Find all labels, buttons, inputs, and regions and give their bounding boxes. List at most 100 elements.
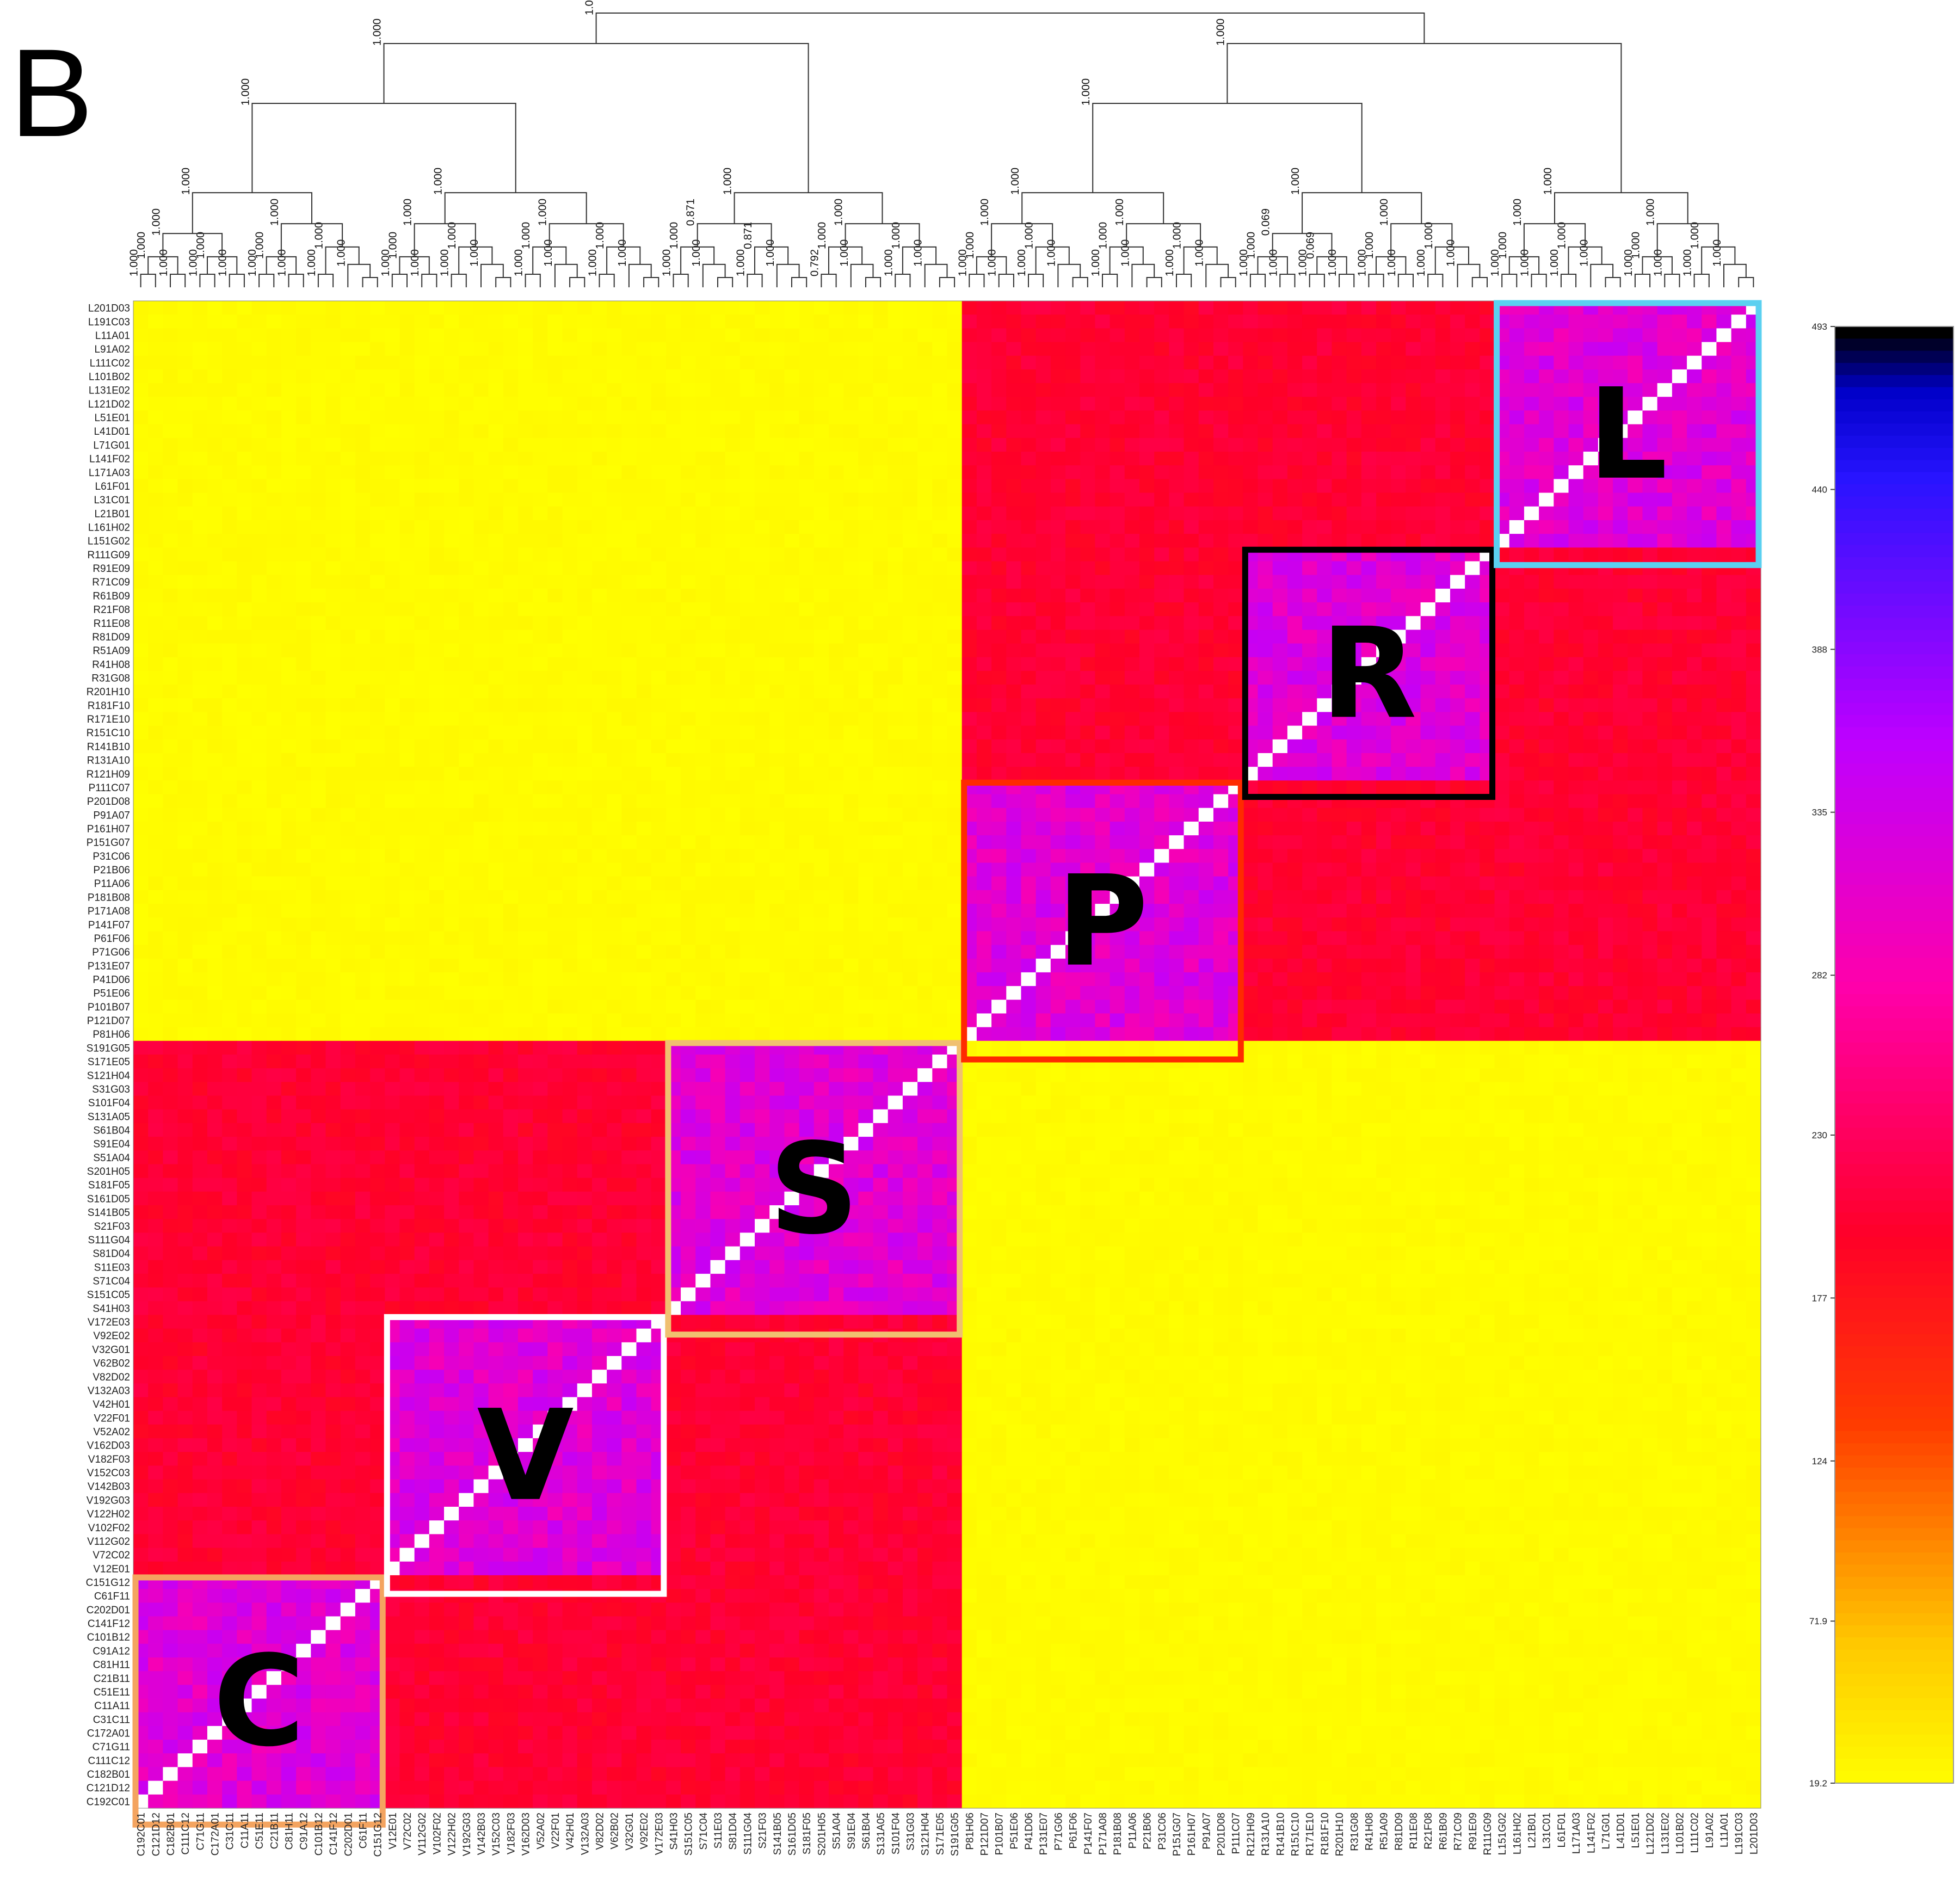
heatmap-cell (1524, 575, 1539, 589)
heatmap-cell (1509, 821, 1525, 836)
heatmap-cell (1036, 835, 1051, 849)
heatmap-cell (1110, 315, 1125, 329)
heatmap-cell (385, 862, 400, 877)
heatmap-cell (917, 397, 933, 411)
heatmap-cell (1716, 520, 1732, 534)
heatmap-cell (665, 452, 681, 466)
heatmap-cell (473, 479, 489, 494)
heatmap-cell (1139, 410, 1155, 425)
heatmap-cell (148, 630, 163, 644)
heatmap-cell (813, 452, 829, 466)
heatmap-cell (1568, 520, 1584, 534)
heatmap-cell (1080, 616, 1096, 630)
heatmap-cell (148, 794, 163, 809)
heatmap-cell (873, 849, 889, 864)
heatmap-cell (739, 739, 755, 754)
heatmap-cell (1213, 753, 1229, 767)
heatmap-cell (1287, 520, 1303, 534)
heatmap-cell (251, 739, 267, 754)
heatmap-cell (148, 383, 163, 397)
bootstrap-label: 1.000 (180, 168, 192, 195)
heatmap-cell (177, 698, 193, 713)
heatmap-cell (1036, 561, 1051, 576)
heatmap-cell (1080, 739, 1096, 754)
heatmap-cell (311, 547, 326, 562)
heatmap-cell (1184, 794, 1199, 809)
heatmap-cell (1272, 725, 1288, 740)
heatmap-cell (591, 588, 607, 603)
dendrogram-link (1131, 263, 1155, 287)
heatmap-cell (444, 452, 459, 466)
heatmap-cell (1095, 657, 1111, 671)
heatmap-cell (843, 876, 859, 891)
bootstrap-label: 1.000 (987, 249, 999, 276)
heatmap-cell (1435, 739, 1451, 754)
heatmap-cell (1080, 437, 1096, 452)
heatmap-cell (1746, 753, 1761, 767)
heatmap-cell (591, 835, 607, 849)
dendrogram-link (258, 274, 275, 287)
heatmap-cell (858, 301, 874, 315)
heatmap-cell (1050, 547, 1066, 562)
heatmap-cell (1568, 616, 1584, 630)
bootstrap-label: 1.000 (187, 249, 199, 276)
heatmap-cell (1184, 712, 1199, 726)
heatmap-cell (444, 821, 459, 836)
heatmap-cell (429, 328, 445, 343)
heatmap-cell (133, 821, 149, 836)
heatmap-cell (1687, 794, 1702, 809)
heatmap-cell (577, 575, 593, 589)
heatmap-cell (577, 862, 593, 877)
heatmap-cell (281, 424, 297, 439)
heatmap-cell (1435, 424, 1451, 439)
heatmap-cell (799, 575, 815, 589)
heatmap-cell (1687, 725, 1702, 740)
heatmap-cell (503, 561, 519, 576)
heatmap-cell (917, 862, 933, 877)
heatmap-cell (1509, 492, 1525, 507)
heatmap-cell (192, 849, 208, 864)
heatmap-cell (1598, 657, 1613, 671)
heatmap-cell (1258, 520, 1273, 534)
heatmap-cell (873, 821, 889, 836)
heatmap-cell (651, 547, 667, 562)
heatmap-cell (1554, 753, 1569, 767)
heatmap-cell (1021, 630, 1037, 644)
heatmap-cell (1050, 575, 1066, 589)
heatmap-cell (1687, 767, 1702, 781)
heatmap-cell (577, 602, 593, 617)
heatmap-cell (1095, 753, 1111, 767)
heatmap-cell (1657, 630, 1673, 644)
heatmap-cell (192, 465, 208, 479)
heatmap-cell (1287, 670, 1303, 685)
heatmap-cell (281, 342, 297, 356)
heatmap-cell (222, 808, 237, 822)
heatmap-cell (695, 369, 711, 384)
heatmap-cell (1657, 465, 1673, 479)
heatmap-cell (1509, 616, 1525, 630)
heatmap-cell (163, 657, 178, 671)
heatmap-cell (296, 876, 311, 891)
heatmap-cell (1332, 698, 1347, 713)
heatmap-cell (1554, 547, 1569, 562)
heatmap-cell (1065, 876, 1081, 891)
heatmap-cell (237, 547, 252, 562)
heatmap-cell (1687, 355, 1702, 370)
heatmap-cell (1228, 698, 1243, 713)
heatmap-cell (355, 465, 371, 479)
heatmap-cell (459, 616, 474, 630)
heatmap-cell (828, 397, 844, 411)
heatmap-cell (1702, 383, 1717, 397)
heatmap-cell (459, 808, 474, 822)
heatmap-cell (1391, 575, 1407, 589)
heatmap-cell (296, 342, 311, 356)
heatmap-cell (503, 328, 519, 343)
heatmap-cell (1494, 698, 1510, 713)
heatmap-cell (1050, 588, 1066, 603)
heatmap-cell (488, 862, 504, 877)
heatmap-cell (607, 849, 622, 864)
heatmap-cell (887, 492, 903, 507)
bootstrap-label: 0.871 (742, 222, 754, 249)
heatmap-cell (1613, 876, 1628, 891)
heatmap-cell (1243, 479, 1259, 494)
